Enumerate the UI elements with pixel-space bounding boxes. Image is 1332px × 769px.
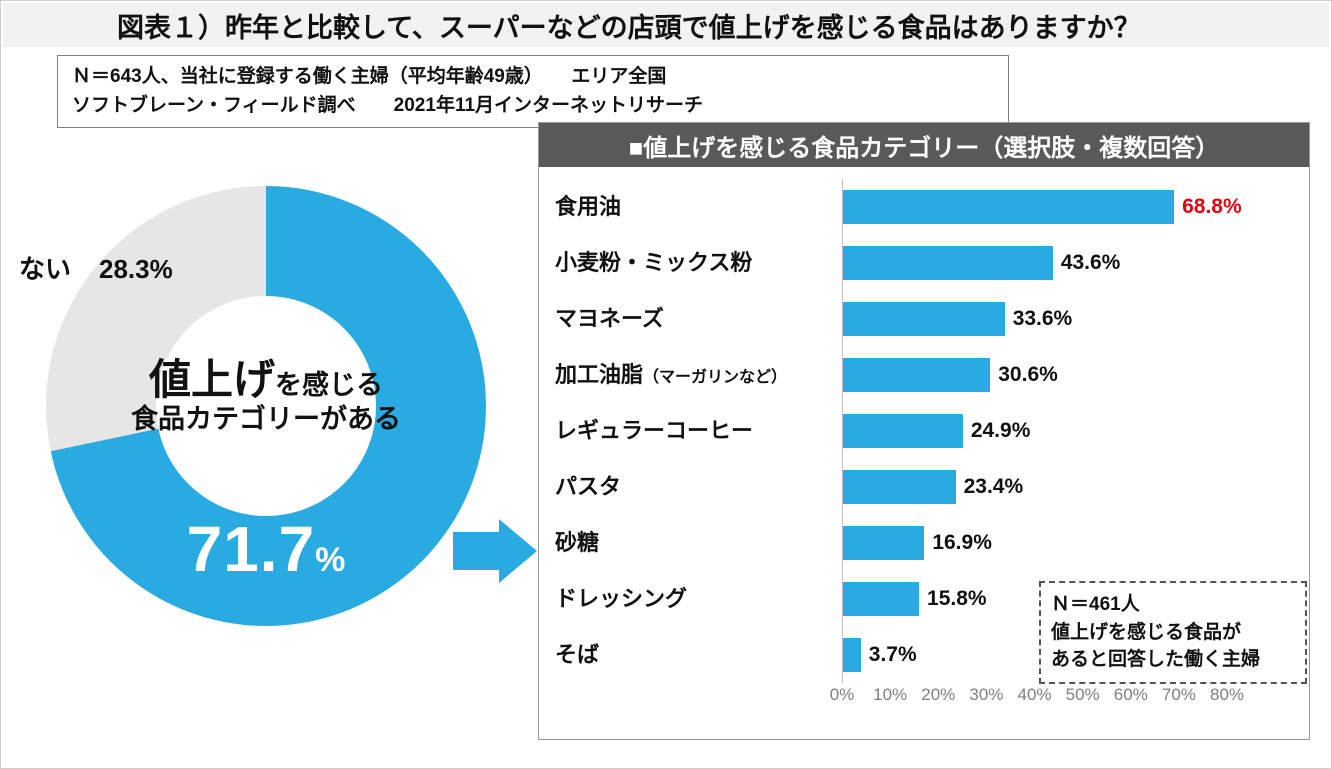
x-tick: 80% [1209, 685, 1245, 704]
bar-value-label: 43.6% [1060, 251, 1121, 274]
bar-row: ドレッシング 15.8% [539, 571, 1309, 627]
bar-value-label: 33.6% [1012, 307, 1073, 330]
bar [843, 638, 861, 672]
donut-center-rest: を感じる [275, 370, 383, 400]
bar [843, 246, 1053, 280]
bar-value-label: 30.6% [998, 363, 1058, 386]
arrow-shaft [453, 532, 499, 570]
bar-track: 23.4% [842, 459, 1227, 515]
sample-note-line3: あると回答した働く主婦 [1051, 649, 1261, 671]
donut-center-line2: 食品カテゴリーがある [131, 404, 401, 435]
no-slice-value: 28.3% [99, 254, 173, 284]
bar-category-label: 食用油 [555, 194, 622, 220]
title-bar: 図表１）昨年と比較して、スーパーなどの店頭で値上げを感じる食品はありますか？ [3, 3, 1329, 47]
x-tick: 20% [921, 685, 956, 704]
bar-track: 24.9% [842, 403, 1227, 459]
bar-track: 33.6% [842, 291, 1227, 347]
donut-percentage-unit: % [315, 541, 346, 579]
bar-track: 15.8% [842, 571, 1227, 627]
bar-track: 3.7% [842, 627, 1227, 683]
no-slice-text: ない [19, 254, 72, 284]
arrow-icon [453, 519, 537, 583]
bar-category-label: 小麦粉・ミックス粉 [555, 250, 753, 276]
donut-no-slice-label: ない 28.3% [19, 249, 173, 286]
bar-category-label: レギュラーコーヒー [555, 418, 754, 444]
sample-note-line1: Ｎ＝461人 [1051, 594, 1140, 615]
x-axis: 0% 10% 20% 30% 40% 50% 60% 70% 80% [830, 685, 1244, 711]
bar-category-label: 加工油脂（マーガリンなど） [555, 362, 788, 388]
bar-value-label: 3.7% [868, 643, 917, 666]
donut-hole [156, 296, 376, 516]
bar-rows: 食用油 68.8% 小麦粉・ミックス粉 43.6% マヨネーズ 33.6% 加工油脂（マーガ… [539, 179, 1309, 683]
bar-category-label: パスタ [555, 474, 622, 500]
x-tick: 70% [1161, 685, 1196, 704]
bar-category-label: そば [555, 642, 600, 668]
bar [843, 414, 963, 448]
bar-value-label: 24.9% [970, 419, 1031, 442]
donut-center-emphasis: 値上げ [148, 356, 275, 403]
bar-track: 30.6% [842, 347, 1227, 403]
donut-center-label: 値上げを感じる 食品カテゴリーがある [46, 356, 486, 435]
bar-chart-title: ■値上げを感じる食品カテゴリー（選択肢・複数回答） [628, 134, 1220, 162]
bar-row: パスタ 23.4% [539, 459, 1309, 515]
survey-note-line2: ソフトブレーン・フィールド調べ 2021年11月インターネットリサーチ [72, 95, 704, 117]
bar-row: 小麦粉・ミックス粉 43.6% [539, 235, 1309, 291]
bar-row: 加工油脂（マーガリンなど） 30.6% [539, 347, 1309, 403]
bar-category-label: マヨネーズ [555, 306, 664, 332]
donut-percentage-number: 71.7 [186, 513, 316, 585]
bar [843, 526, 925, 560]
bar-category-label: ドレッシング [555, 586, 688, 612]
bar-value-label: 15.8% [927, 587, 987, 610]
donut-chart: 値上げを感じる 食品カテゴリーがある 71.7% [46, 186, 486, 626]
bar-row: マヨネーズ 33.6% [539, 291, 1309, 347]
sample-note-box: Ｎ＝461人 値上げを感じる食品が あると回答した働く主婦 [1039, 581, 1307, 684]
bar-track: 68.8% [842, 179, 1242, 235]
bar-chart-panel: ■値上げを感じる食品カテゴリー（選択肢・複数回答） 食用油 68.8% 小麦粉・ミッ… [538, 122, 1310, 740]
survey-note-box: Ｎ＝643人、当社に登録する働く主婦（平均年齢49歳） エリア全国 ソフトブレー… [57, 55, 1009, 128]
bar [843, 582, 920, 616]
bar [843, 358, 991, 392]
bar [843, 470, 956, 504]
bar-track: 43.6% [842, 235, 1227, 291]
x-tick: 50% [1065, 685, 1100, 704]
sample-note-line2: 値上げを感じる食品が [1051, 621, 1242, 643]
arrow-head [499, 519, 537, 583]
bar-value-label: 16.9% [932, 531, 992, 554]
x-tick: 60% [1113, 685, 1148, 704]
donut-percentage: 71.7% [46, 512, 486, 586]
x-tick: 0% [829, 685, 855, 704]
bar-row: 砂糖 16.9% [539, 515, 1309, 571]
bar [843, 190, 1175, 224]
bar-value-label: 68.8% [1182, 195, 1242, 218]
bar-row: そば 3.7% [539, 627, 1309, 683]
bar-track: 16.9% [842, 515, 1227, 571]
bar-row: レギュラーコーヒー 24.9% [539, 403, 1309, 459]
bar-category-label: 砂糖 [555, 530, 600, 556]
x-tick: 40% [1017, 685, 1052, 704]
x-tick: 30% [969, 685, 1004, 704]
page-title: 図表１）昨年と比較して、スーパーなどの店頭で値上げを感じる食品はありますか？ [117, 12, 1141, 43]
bar-value-label: 23.4% [963, 475, 1024, 498]
survey-note-line1: Ｎ＝643人、当社に登録する働く主婦（平均年齢49歳） エリア全国 [72, 66, 667, 87]
x-tick: 10% [873, 685, 908, 704]
bar-chart-header: ■値上げを感じる食品カテゴリー（選択肢・複数回答） [539, 123, 1309, 167]
bar-row: 食用油 68.8% [539, 179, 1309, 235]
bar [843, 302, 1005, 336]
